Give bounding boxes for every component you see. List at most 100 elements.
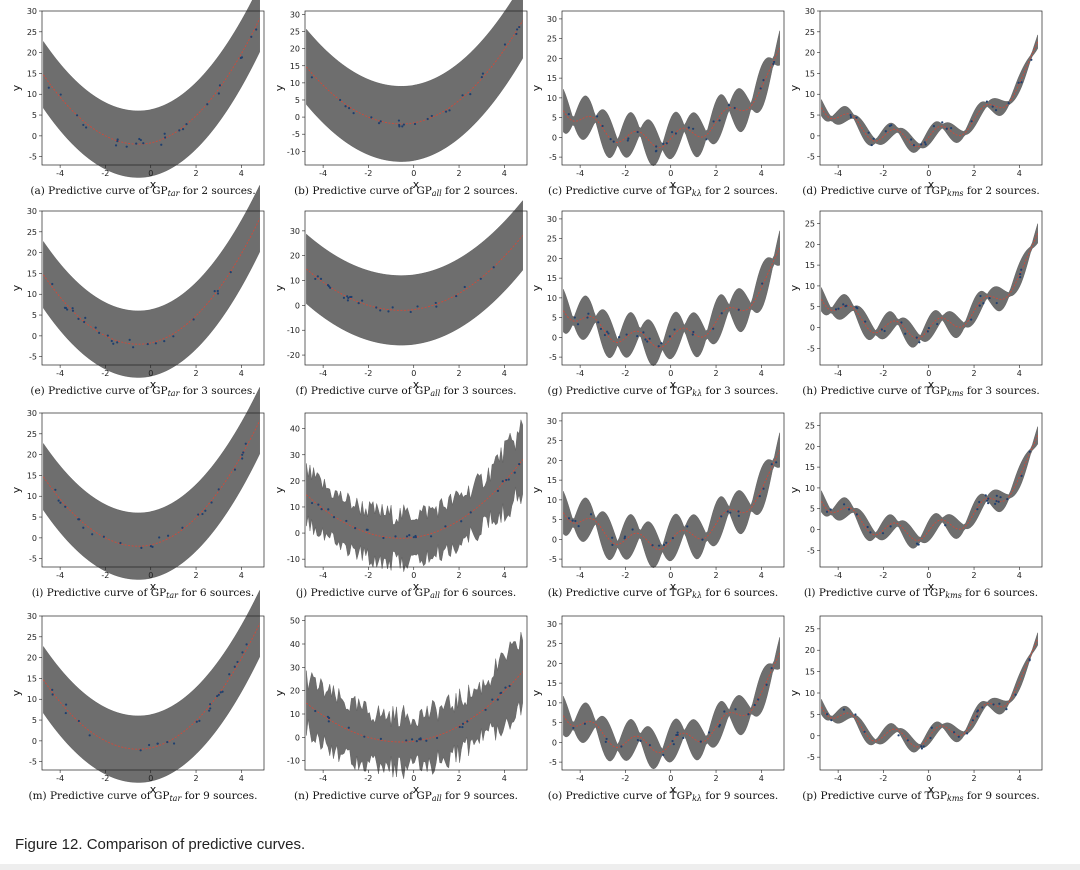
y-tick-label: 20 [547,54,557,63]
data-point [984,494,987,497]
caption-suffix: for 2 sources. [179,185,256,197]
data-point [158,536,161,539]
data-point [317,503,320,506]
caption-subscript: kλ [691,189,702,198]
chart-svg: -4 -2 0 2 4 -5 0 5 10 15 20 25 x y [788,210,1043,391]
data-point [398,125,401,128]
data-point [166,740,169,744]
mean-line [562,47,781,149]
caption-prefix: Predictive curve of GP [310,385,431,397]
y-tick-label: -5 [807,753,815,762]
data-point [518,463,521,466]
y-tick-label: 15 [805,668,815,677]
caption-subscript: all [430,591,440,600]
x-tick-label: 4 [502,369,507,378]
y-tick-label: 20 [290,252,300,261]
y-tick-label: 10 [547,94,557,103]
data-point [869,531,872,534]
data-point [720,312,723,315]
data-point [965,732,969,735]
y-tick-label: 20 [290,477,300,486]
y-tick-label: 25 [805,28,815,37]
data-point [192,318,195,321]
data-point [346,299,350,302]
y-tick-label: -5 [807,546,815,555]
y-tick-label: 20 [805,49,815,58]
data-point [620,745,623,748]
data-point [952,731,956,734]
data-point [849,115,853,119]
chart-svg: -4 -2 0 2 4 -5 0 5 10 15 20 25 30 x y [530,412,785,593]
confidence-band [563,230,780,366]
y-tick-label: 10 [290,710,300,719]
subfigure-caption: (h) Predictive curve of TGPkms for 3 sou… [790,385,1052,398]
chart-svg: -4 -2 0 2 4 -5 0 5 10 15 20 25 30 x y [530,615,785,796]
caption-subscript: kms [946,794,964,803]
x-tick-label: 2 [713,571,718,580]
caption-subscript: kλ [692,591,703,600]
data-point [674,132,677,135]
y-tick-label: 30 [290,451,300,460]
data-point [626,139,629,142]
caption-label: (f) [295,385,311,397]
caption-subscript: tar [167,389,180,398]
axes-frame [41,10,265,166]
x-axis-label: x [150,178,157,191]
data-point [707,731,711,734]
data-point [515,32,518,36]
data-point [692,330,695,334]
x-axis-label: x [928,580,935,593]
data-point [662,753,665,757]
data-point [435,736,439,740]
data-point [571,519,574,522]
x-tick-label: 2 [193,571,198,580]
y-tick-label: 10 [547,496,557,505]
data-point [363,735,366,738]
data-point [332,516,336,519]
data-point [408,534,411,537]
data-point [648,337,651,340]
data-point [672,743,675,746]
caption-suffix: for 3 sources. [179,385,256,397]
data-point [999,496,1002,499]
x-axis-label: x [413,580,420,593]
data-point [319,277,323,280]
data-point [63,306,67,309]
data-point [128,338,131,341]
data-point [110,339,113,343]
y-tick-label: 25 [27,228,37,237]
data-point [466,720,469,723]
caption-prefix: Predictive curve of TGP [565,385,693,397]
data-point [604,740,607,743]
y-tick-label: 0 [295,113,300,122]
x-tick-label: -2 [879,571,887,580]
y-tick-label: 5 [810,303,815,312]
data-point [998,702,1001,705]
subfigure-caption: (p) Predictive curve of TGPkms for 9 sou… [790,790,1052,803]
data-point [567,112,570,116]
data-point [455,294,458,298]
data-point [221,690,224,693]
y-axis-label: y [530,84,543,91]
subfigure-caption: (i) Predictive curve of GPtar for 6 sour… [12,587,274,600]
x-tick-label: -4 [576,571,584,580]
x-tick-label: -2 [101,774,109,783]
x-tick-label: 2 [456,169,461,178]
data-point [412,536,416,539]
caption-subscript: tar [167,189,180,198]
data-point [461,94,464,97]
data-point [577,524,580,528]
data-point [348,107,351,110]
data-point [233,665,236,668]
y-tick-label: 10 [290,277,300,286]
y-tick-label: 30 [290,663,300,672]
data-point [241,453,244,456]
data-point [414,536,417,539]
x-tick-label: 0 [926,169,931,178]
y-tick-label: 20 [547,254,557,263]
data-point [213,290,216,293]
y-tick-label: 0 [32,534,37,543]
subfigure-caption: (f) Predictive curve of GPall for 3 sour… [275,385,537,398]
mean-line [306,235,524,311]
